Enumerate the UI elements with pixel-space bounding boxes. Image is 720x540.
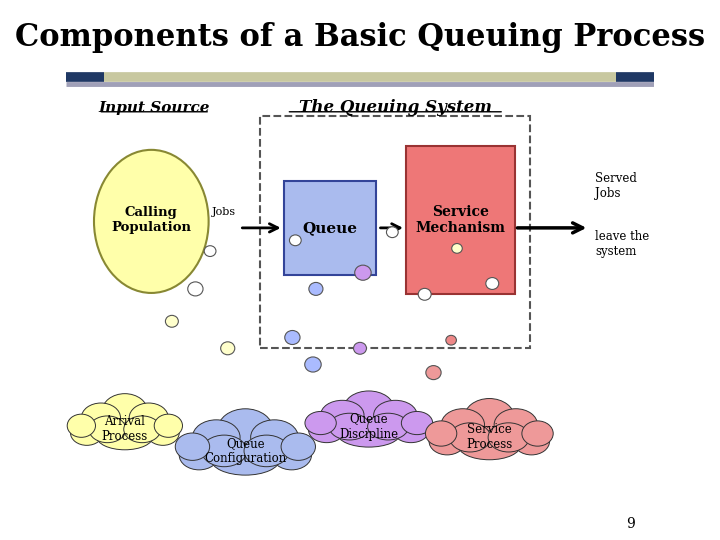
Ellipse shape (192, 420, 240, 455)
Text: 9: 9 (626, 517, 635, 531)
Ellipse shape (513, 428, 549, 455)
Ellipse shape (343, 391, 394, 427)
Ellipse shape (338, 420, 400, 447)
Circle shape (188, 282, 203, 296)
Ellipse shape (393, 418, 429, 443)
Circle shape (387, 227, 398, 238)
Ellipse shape (374, 400, 417, 430)
Circle shape (486, 278, 499, 289)
Ellipse shape (309, 418, 345, 443)
Circle shape (418, 288, 431, 300)
Ellipse shape (71, 420, 103, 445)
Ellipse shape (179, 441, 219, 470)
Circle shape (166, 315, 179, 327)
Ellipse shape (458, 430, 521, 460)
Ellipse shape (368, 413, 408, 440)
Circle shape (220, 342, 235, 355)
Ellipse shape (154, 414, 182, 437)
Ellipse shape (320, 400, 364, 430)
Ellipse shape (464, 399, 515, 437)
Ellipse shape (129, 403, 168, 433)
Text: Input Source: Input Source (99, 101, 210, 115)
Ellipse shape (211, 443, 280, 475)
FancyBboxPatch shape (284, 181, 377, 275)
Ellipse shape (281, 433, 315, 461)
Ellipse shape (94, 150, 209, 293)
Circle shape (451, 244, 462, 253)
Ellipse shape (81, 403, 120, 433)
Circle shape (309, 282, 323, 295)
Text: Arrival
Process: Arrival Process (102, 415, 148, 443)
Ellipse shape (429, 428, 465, 455)
Text: Jobs: Jobs (212, 207, 235, 217)
Ellipse shape (488, 423, 529, 452)
Text: Queue
Configuration: Queue Configuration (204, 437, 287, 465)
Ellipse shape (124, 416, 161, 443)
Ellipse shape (522, 421, 553, 446)
Ellipse shape (96, 423, 153, 450)
Ellipse shape (329, 413, 370, 440)
Text: The Queuing System: The Queuing System (299, 99, 492, 117)
Ellipse shape (441, 409, 485, 441)
Ellipse shape (67, 414, 96, 437)
Ellipse shape (449, 423, 490, 452)
FancyBboxPatch shape (406, 146, 515, 294)
Circle shape (446, 335, 456, 345)
Ellipse shape (401, 411, 433, 435)
Ellipse shape (89, 416, 126, 443)
Ellipse shape (244, 435, 289, 467)
Ellipse shape (147, 420, 179, 445)
Ellipse shape (217, 409, 273, 451)
Text: Components of a Basic Queuing Process: Components of a Basic Queuing Process (15, 22, 705, 53)
Text: Service
Mechanism: Service Mechanism (415, 205, 505, 235)
Circle shape (426, 366, 441, 380)
Ellipse shape (251, 420, 298, 455)
Text: Service
Process: Service Process (467, 423, 513, 451)
Ellipse shape (102, 394, 148, 429)
Text: Served
Jobs: Served Jobs (595, 172, 637, 200)
Text: Queue
Discipline: Queue Discipline (339, 413, 398, 441)
Circle shape (289, 235, 301, 246)
Ellipse shape (202, 435, 247, 467)
Circle shape (204, 246, 216, 256)
Text: Calling
Population: Calling Population (112, 206, 192, 234)
Ellipse shape (305, 411, 336, 435)
Ellipse shape (494, 409, 538, 441)
Text: Queue: Queue (302, 221, 358, 235)
Circle shape (354, 342, 366, 354)
Circle shape (305, 357, 321, 372)
Ellipse shape (426, 421, 456, 446)
Ellipse shape (272, 441, 312, 470)
Circle shape (284, 330, 300, 345)
Text: leave the
system: leave the system (595, 230, 649, 258)
Ellipse shape (175, 433, 210, 461)
Circle shape (355, 265, 372, 280)
